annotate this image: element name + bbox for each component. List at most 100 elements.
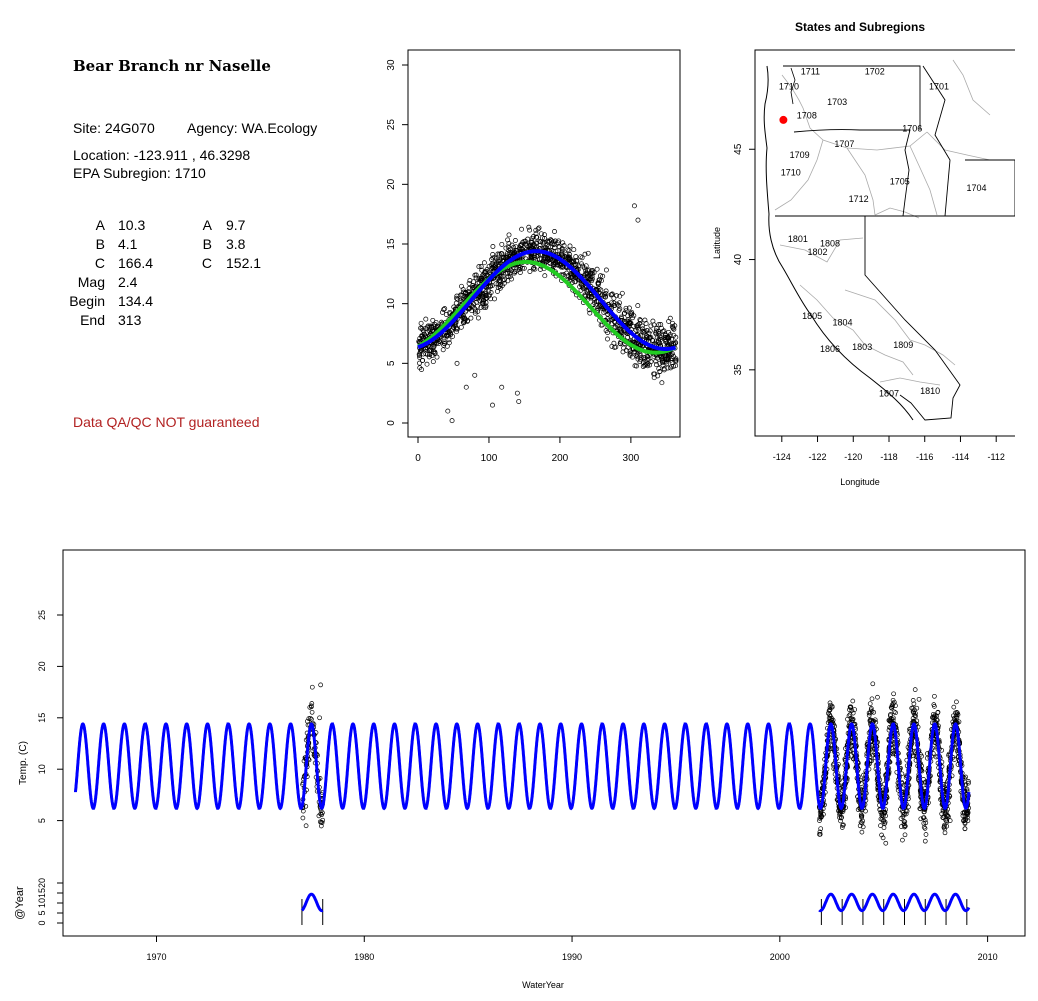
ts-y2-tick-label: 10 <box>37 898 47 908</box>
scatter-point <box>517 270 523 275</box>
scatter-point <box>430 359 436 365</box>
map-title: States and Subregions <box>795 20 925 34</box>
scatter-point <box>517 264 523 270</box>
scatter-point <box>528 254 534 260</box>
scatter-point <box>662 356 668 362</box>
scatter-point <box>477 298 483 304</box>
scatter-point <box>455 296 461 302</box>
scatter-point <box>483 295 489 301</box>
scatter-x-tick-label: 300 <box>623 453 640 464</box>
scatter-point <box>459 283 464 289</box>
scatter-point <box>611 303 617 309</box>
ts-observed-outlier <box>303 823 309 829</box>
scatter-outlier <box>454 360 460 366</box>
scatter-point <box>600 273 606 279</box>
scatter-point <box>548 237 554 243</box>
scatter-point <box>472 306 478 312</box>
map-x-tick-label: -116 <box>916 452 933 462</box>
scatter-point <box>507 271 513 277</box>
ts-observed-point <box>878 823 883 828</box>
scatter-point <box>420 351 426 357</box>
map-region-label: 1809 <box>893 340 913 350</box>
ts-observed-outlier <box>922 838 928 844</box>
scatter-point <box>608 292 614 298</box>
scatter-point <box>573 254 579 260</box>
scatter-point <box>605 330 611 335</box>
ts-observed-point <box>309 684 315 690</box>
scatter-point <box>428 348 434 354</box>
ts-observed-point <box>954 699 959 705</box>
scatter-point <box>492 296 497 302</box>
scatter-point <box>441 307 447 312</box>
scatter-point <box>552 238 558 244</box>
map-region-label: 1803 <box>852 342 872 352</box>
ts-observed-point <box>869 696 875 702</box>
scatter-point <box>519 226 525 232</box>
scatter-point <box>538 239 544 245</box>
scatter-point <box>611 340 617 346</box>
scatter-point <box>481 304 487 310</box>
scatter-point <box>609 304 615 310</box>
scatter-point <box>505 237 511 243</box>
agency: Agency: WA.Ecology <box>187 120 318 136</box>
ts-observed-point <box>307 705 313 710</box>
scatter-outlier <box>631 203 637 209</box>
scatter-point <box>506 248 512 254</box>
scatter-point <box>560 263 565 269</box>
scatter-point <box>655 373 661 379</box>
scatter-point <box>552 229 557 234</box>
scatter-point <box>489 257 495 262</box>
scatter-point <box>637 359 643 365</box>
scatter-point <box>611 319 617 324</box>
scatter-point <box>560 240 566 246</box>
scatter-point <box>645 363 651 369</box>
scatter-point <box>418 320 424 326</box>
scatter-point <box>614 323 620 329</box>
scatter-point <box>654 326 660 332</box>
scatter-point <box>480 272 486 278</box>
ts-observed-point <box>932 693 937 699</box>
scatter-outlier <box>514 390 520 396</box>
scatter-point <box>483 305 489 310</box>
ts-y-tick-label: 25 <box>37 610 47 620</box>
ts-observed-point <box>940 808 946 814</box>
scatter-point <box>495 276 501 282</box>
scatter-point <box>582 251 588 257</box>
ts-observed-point <box>300 815 306 821</box>
scatter-point <box>627 353 633 358</box>
scatter-point <box>501 280 507 286</box>
scatter-point <box>565 247 571 253</box>
scatter-point <box>542 259 548 265</box>
scatter-point <box>453 325 459 331</box>
map-region-label: 1702 <box>865 66 885 76</box>
scatter-point <box>420 357 426 363</box>
seasonal-scatter-chart: 0 100 200 300 0 5 10 15 20 25 30 <box>386 49 681 464</box>
scatter-point <box>536 225 542 231</box>
ts-observed-point <box>318 811 324 817</box>
scatter-point <box>432 325 438 331</box>
scatter-point <box>446 340 452 346</box>
scatter-point <box>542 235 548 241</box>
scatter-outlier <box>463 384 469 390</box>
scatter-point <box>421 328 427 334</box>
scatter-point <box>513 244 519 250</box>
scatter-point <box>629 309 635 315</box>
ts-observed-point <box>305 718 310 724</box>
scatter-point <box>466 286 472 291</box>
scatter-point <box>486 288 492 294</box>
scatter-point <box>525 236 531 242</box>
scatter-point <box>654 355 660 361</box>
ts-observed-outlier <box>883 840 889 846</box>
scatter-point <box>668 365 674 371</box>
scatter-point <box>534 241 540 247</box>
scatter-point <box>493 256 499 262</box>
coef-begin-value: 134.4 <box>118 293 154 309</box>
map-region-label: 1704 <box>967 183 987 193</box>
scatter-point <box>670 341 676 347</box>
scatter-point <box>472 272 478 278</box>
ts-observed-point <box>881 825 887 831</box>
scatter-point <box>609 291 615 297</box>
scatter-point <box>641 356 647 362</box>
scatter-point <box>443 312 449 317</box>
scatter-point <box>625 313 631 319</box>
